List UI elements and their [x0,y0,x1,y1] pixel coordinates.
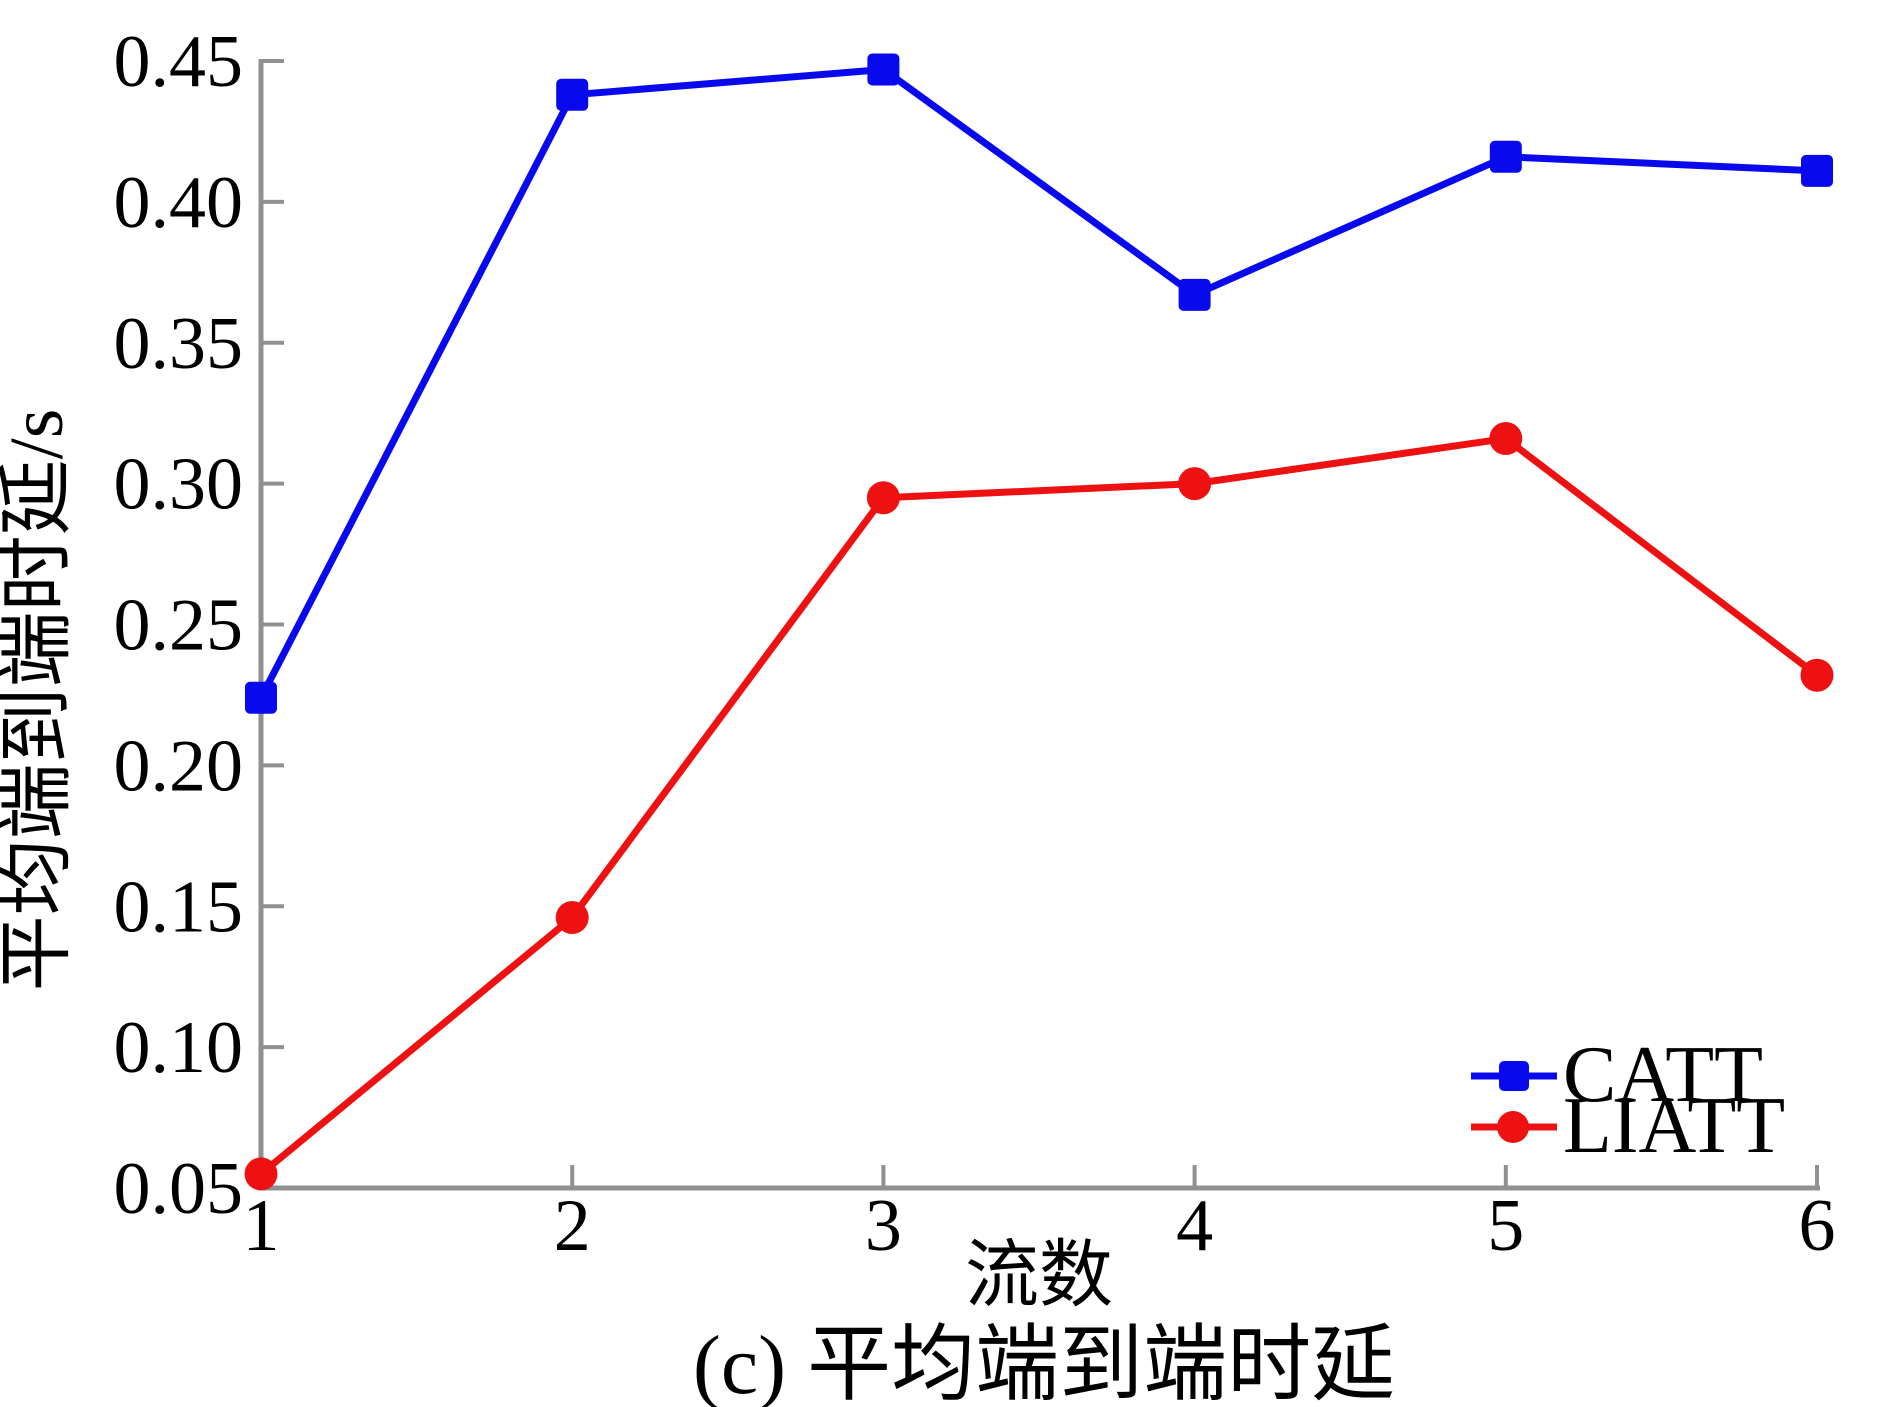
y-tick-label: 0.30 [114,444,244,526]
axes: 0.05 0.10 0.15 0.20 0.25 0.30 0.35 0.40 0.45 1 2 3… [114,21,1836,1267]
catt-point [1178,278,1211,311]
figure-caption: (c) 平均端到端时延 [693,1319,1395,1407]
y-tick-label: 0.15 [114,866,244,948]
legend-item-catt: CATT [1471,1031,1763,1119]
y-tick-labels: 0.05 0.10 0.15 0.20 0.25 0.30 0.35 0.40 0.45 [114,21,244,1230]
liatt-point [244,1157,278,1191]
x-tick-label: 5 [1487,1185,1524,1267]
y-axis-title: 平均端到端时延/s [0,409,79,992]
liatt-point [1800,658,1834,692]
y-tick-label: 0.40 [114,162,244,244]
liatt-point [1178,467,1212,501]
catt-line [257,65,1821,702]
x-tick-labels: 1 2 3 4 5 6 [243,1185,1836,1267]
catt-series [245,53,1833,714]
y-ticks [261,59,284,1190]
x-tick-label: 2 [554,1185,591,1267]
legend-liatt-marker [1497,1111,1529,1143]
liatt-point [555,901,589,935]
catt-point [556,78,589,111]
legend-catt-label: CATT [1563,1031,1763,1119]
liatt-point [866,481,900,515]
y-tick-label: 0.10 [114,1007,244,1089]
y-tick-label: 0.35 [114,303,244,385]
x-tick-label: 6 [1799,1185,1836,1267]
liatt-series [244,422,1834,1191]
x-tick-label: 4 [1176,1185,1213,1267]
catt-point [1489,140,1522,173]
y-tick-label: 0.20 [114,725,244,807]
x-axis-title: 流数 [965,1235,1113,1317]
y-tick-label: 0.45 [114,21,244,103]
legend-item-liatt: LIATT [1471,1082,1785,1170]
y-tick-label: 0.05 [114,1148,244,1230]
liatt-line [257,435,1821,1178]
x-tick-label: 3 [865,1185,902,1267]
catt-point [245,681,277,714]
legend-liatt-label: LIATT [1563,1082,1785,1170]
catt-point [867,53,900,86]
liatt-point [1489,422,1523,456]
legend: CATT LIATT [1471,1031,1785,1170]
y-tick-label: 0.25 [114,585,244,667]
series-layer [244,53,1834,1191]
x-tick-label: 1 [243,1185,280,1267]
legend-catt-marker [1499,1061,1529,1091]
catt-point [1801,154,1833,187]
